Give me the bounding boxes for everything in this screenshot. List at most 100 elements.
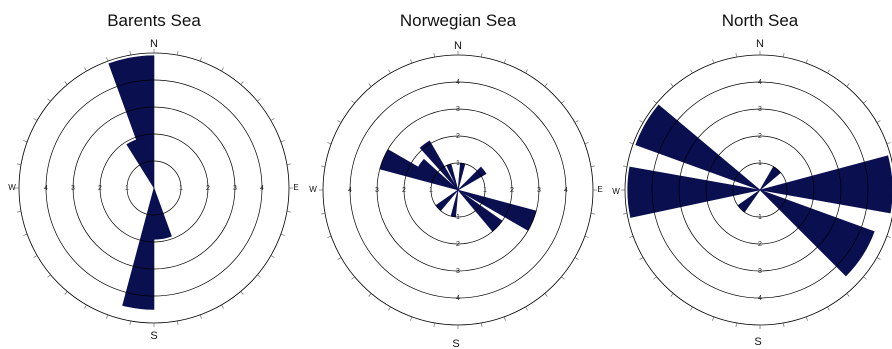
wind-wedge <box>417 158 459 191</box>
range-ring <box>403 135 513 245</box>
angle-tick <box>23 233 28 236</box>
angle-tick <box>321 213 326 215</box>
wind-wedge <box>126 137 155 189</box>
angle-tick <box>735 322 737 327</box>
angle-tick <box>629 142 634 145</box>
angle-tick <box>574 120 579 123</box>
radial-tick-label: 2 <box>402 187 406 194</box>
angle-tick <box>257 274 261 278</box>
angle-tick <box>199 314 202 319</box>
angle-tick <box>712 59 715 64</box>
angle-tick <box>410 59 413 64</box>
angle-tick <box>876 120 881 123</box>
angle-tick <box>712 316 715 321</box>
wind-wedge <box>419 140 459 191</box>
angle-tick <box>590 213 595 215</box>
angle-tick <box>351 276 355 280</box>
angle-tick <box>327 235 332 238</box>
angle-tick <box>805 59 808 64</box>
compass-east-label: E <box>597 185 602 194</box>
angle-tick <box>240 291 244 295</box>
angle-tick <box>639 257 644 260</box>
radial-tick-label: 1 <box>125 185 129 192</box>
angle-tick <box>286 211 291 213</box>
angle-tick <box>503 316 506 321</box>
angle-tick <box>286 163 291 165</box>
rose-wedges <box>627 104 892 277</box>
angle-tick <box>886 235 891 238</box>
angle-tick <box>590 165 595 167</box>
radial-tick-label: 4 <box>758 79 762 86</box>
radial-tick-label: 1 <box>429 187 433 194</box>
angle-tick <box>221 67 224 72</box>
rose-wedges <box>108 55 172 310</box>
wind-wedge <box>759 155 892 214</box>
radial-tick-label: 2 <box>456 133 460 140</box>
angle-tick <box>84 67 87 72</box>
radial-tick-label: 3 <box>456 106 460 113</box>
range-ring <box>678 108 842 272</box>
angle-tick <box>783 53 785 58</box>
rose-title: North Sea <box>722 11 799 30</box>
compass-east-label: E <box>293 183 298 192</box>
angle-tick <box>846 293 850 297</box>
rose-panel-north-sea: North Sea N S W 1 2 3 4 1 2 3 4 <box>612 11 892 348</box>
angle-tick <box>84 304 87 309</box>
radial-tick-label: 1 <box>483 187 487 194</box>
angle-tick <box>337 120 342 123</box>
radial-tick-label: 3 <box>375 187 379 194</box>
angle-tick <box>17 211 22 213</box>
angle-tick <box>481 322 483 327</box>
range-ring <box>732 162 788 218</box>
angle-tick <box>584 235 589 238</box>
angle-tick <box>388 69 391 74</box>
radial-tick-label: 3 <box>233 185 237 192</box>
angle-tick <box>47 98 51 102</box>
angle-tick <box>351 100 355 104</box>
angle-tick <box>368 293 372 297</box>
angle-tick <box>561 276 565 280</box>
rose-panel-barents-sea: Barents Sea N S E W 1 2 3 4 1 2 3 4 <box>8 11 298 342</box>
angle-tick <box>129 320 131 325</box>
compass-south-label: S <box>754 336 761 348</box>
angle-tick <box>525 306 528 311</box>
angle-tick <box>129 51 131 56</box>
radial-tick-label: 4 <box>564 187 568 194</box>
angle-tick <box>876 257 881 260</box>
angle-tick <box>33 255 38 258</box>
range-ring <box>349 81 567 299</box>
angle-tick <box>653 276 657 280</box>
angle-tick <box>106 314 109 319</box>
angle-tick <box>327 142 332 145</box>
radial-tick-label: 4 <box>758 295 762 302</box>
angle-tick <box>47 274 51 278</box>
angle-tick <box>270 118 275 121</box>
angle-tick <box>23 140 28 143</box>
radial-tick-label: 3 <box>758 106 762 113</box>
angle-tick <box>827 69 830 74</box>
angle-tick <box>629 235 634 238</box>
range-ring <box>705 135 815 245</box>
angle-tick <box>525 69 528 74</box>
compass-west-label: W <box>309 185 317 194</box>
radial-tick-label: 2 <box>510 187 514 194</box>
radial-tick-label: 1 <box>456 160 460 167</box>
angle-tick <box>503 59 506 64</box>
radial-tick-label: 3 <box>71 185 75 192</box>
angle-tick <box>639 120 644 123</box>
radial-tick-label: 2 <box>758 133 762 140</box>
angle-tick <box>64 81 68 85</box>
compass-north-label: N <box>150 38 158 50</box>
angle-tick <box>368 83 372 87</box>
rose-title: Norwegian Sea <box>400 11 517 30</box>
radial-tick-label: 1 <box>456 214 460 221</box>
compass-west-label: W <box>8 183 16 192</box>
radial-tick-label: 2 <box>206 185 210 192</box>
compass-south-label: S <box>452 338 459 349</box>
angle-tick <box>846 83 850 87</box>
range-ring <box>99 133 209 243</box>
angle-tick <box>177 320 179 325</box>
radial-tick-label: 1 <box>758 160 762 167</box>
angle-tick <box>584 142 589 145</box>
compass-north-label: N <box>454 40 462 52</box>
